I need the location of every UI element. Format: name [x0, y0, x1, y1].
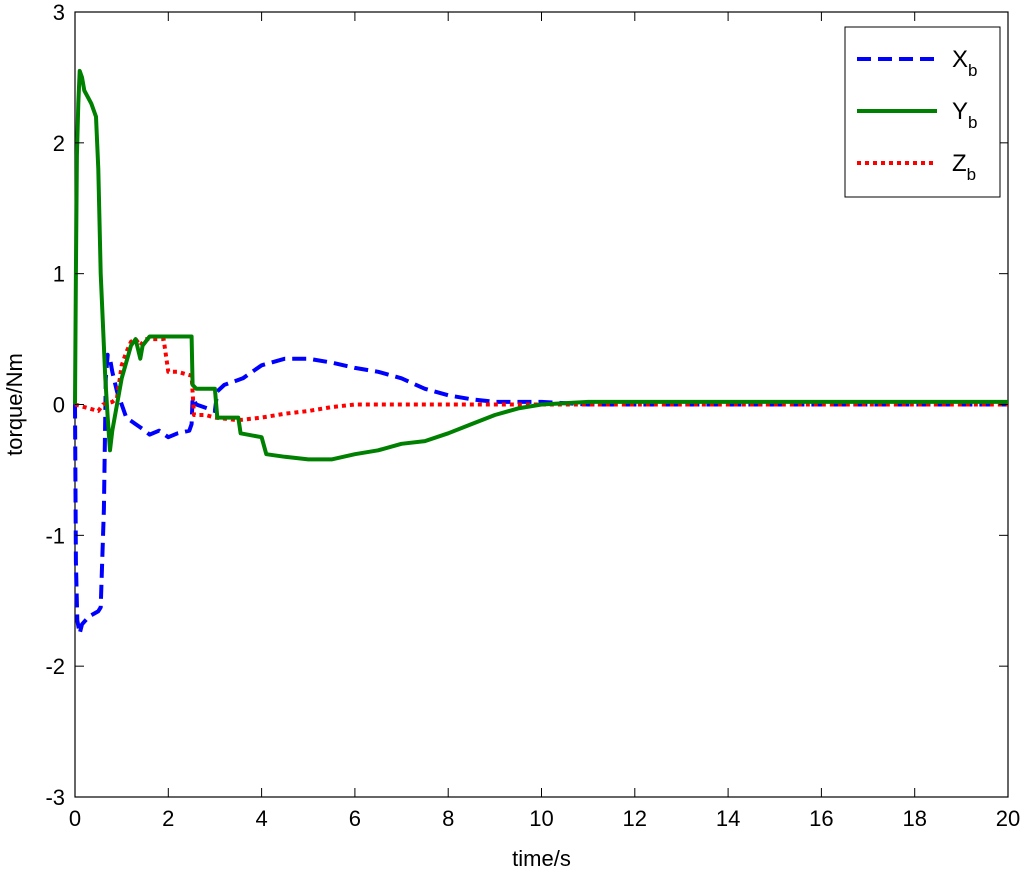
- series-layer: [73, 68, 1008, 636]
- legend: Xb Yb Zb: [844, 26, 1001, 198]
- x-tick-label: 10: [529, 806, 553, 831]
- legend-label: Zb: [952, 150, 976, 184]
- x-tick-label: 2: [162, 806, 174, 831]
- x-tick-label: 14: [716, 806, 740, 831]
- x-tick-label: 20: [996, 806, 1020, 831]
- y-tick-label: 0: [53, 393, 65, 418]
- y-axis-label: torque/Nm: [2, 353, 27, 456]
- x-tick-label: 0: [69, 806, 81, 831]
- x-tick-label: 4: [255, 806, 267, 831]
- y-tick-label: -3: [45, 785, 65, 810]
- y-tick-label: 3: [53, 0, 65, 25]
- legend-label: Yb: [952, 98, 977, 132]
- y-tick-label: 2: [53, 131, 65, 156]
- x-tick-label: 8: [442, 806, 454, 831]
- series-line-zb: [74, 337, 1008, 423]
- x-tick-label: 6: [349, 806, 361, 831]
- y-tick-label: -2: [45, 654, 65, 679]
- y-tick-label: -1: [45, 523, 65, 548]
- x-tick-label: 12: [623, 806, 647, 831]
- series-line-yb: [73, 68, 1008, 462]
- x-axis-label: time/s: [512, 846, 571, 871]
- series-line-xb: [73, 352, 1008, 636]
- y-tick-label: 1: [53, 262, 65, 287]
- legend-label: Xb: [952, 46, 977, 80]
- x-tick-label: 18: [902, 806, 926, 831]
- x-tick-label: 16: [809, 806, 833, 831]
